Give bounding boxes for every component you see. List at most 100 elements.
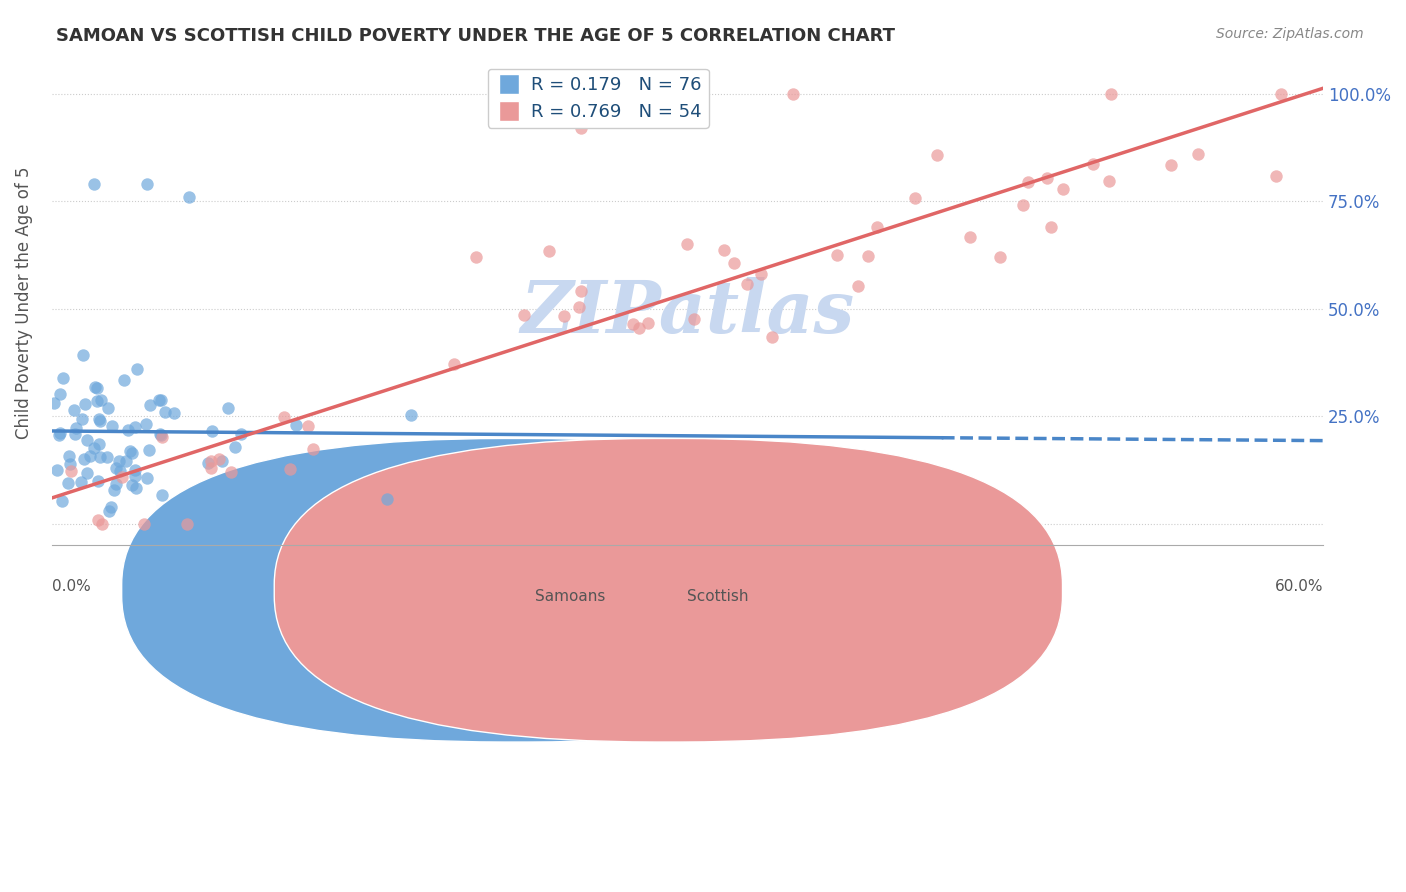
Point	[138, 398, 160, 412]
Point	[124, 463, 146, 477]
Point	[52, 371, 75, 385]
Point	[73, 452, 96, 467]
Point	[163, 406, 186, 420]
Point	[1035, 170, 1057, 185]
Point	[120, 444, 142, 458]
Point	[285, 418, 308, 433]
Point	[925, 147, 948, 161]
Point	[101, 418, 124, 433]
Point	[98, 504, 121, 518]
Legend: R = 0.179   N = 76, R = 0.769   N = 54: R = 0.179 N = 76, R = 0.769 N = 54	[488, 69, 709, 128]
Point	[73, 397, 96, 411]
Point	[138, 442, 160, 457]
Point	[179, 190, 201, 204]
Point	[713, 243, 735, 257]
Point	[83, 441, 105, 455]
Point	[56, 475, 79, 490]
Point	[1040, 220, 1063, 235]
Point	[79, 449, 101, 463]
Point	[86, 381, 108, 395]
Point	[866, 220, 889, 235]
Point	[115, 454, 138, 468]
Point	[1265, 169, 1288, 184]
Point	[200, 454, 222, 468]
Point	[1270, 87, 1292, 101]
Point	[83, 380, 105, 394]
Point	[737, 277, 759, 291]
Point	[65, 426, 87, 441]
Point	[136, 178, 159, 192]
Point	[76, 433, 98, 447]
Point	[537, 244, 560, 259]
Point	[782, 87, 804, 101]
Point	[87, 475, 110, 489]
Point	[70, 475, 93, 489]
Point	[58, 449, 80, 463]
Point	[443, 357, 465, 371]
Text: Source: ZipAtlas.com: Source: ZipAtlas.com	[1216, 27, 1364, 41]
Point	[135, 417, 157, 432]
Point	[87, 437, 110, 451]
Point	[464, 250, 486, 264]
Point	[683, 312, 706, 326]
Point	[825, 248, 848, 262]
Point	[231, 426, 253, 441]
Point	[761, 330, 783, 344]
Point	[49, 425, 72, 440]
Point	[125, 481, 148, 495]
Point	[856, 249, 879, 263]
Point	[121, 446, 143, 460]
Point	[83, 178, 105, 192]
Point	[399, 408, 422, 422]
Point	[97, 401, 120, 416]
Point	[111, 470, 134, 484]
Point	[197, 456, 219, 470]
Point	[148, 392, 170, 407]
Text: Samoans: Samoans	[534, 589, 605, 604]
Point	[89, 414, 111, 428]
Point	[568, 300, 591, 314]
Point	[87, 514, 110, 528]
FancyBboxPatch shape	[274, 439, 1063, 742]
Point	[152, 488, 174, 502]
Point	[751, 267, 773, 281]
Point	[87, 412, 110, 426]
Point	[59, 457, 82, 471]
Point	[211, 454, 233, 468]
Point	[132, 516, 155, 531]
Text: SAMOAN VS SCOTTISH CHILD POVERTY UNDER THE AGE OF 5 CORRELATION CHART: SAMOAN VS SCOTTISH CHILD POVERTY UNDER T…	[56, 27, 896, 45]
Point	[103, 483, 125, 497]
Point	[959, 230, 981, 244]
Point	[208, 452, 231, 467]
Point	[124, 419, 146, 434]
Point	[112, 373, 135, 387]
Point	[1017, 175, 1039, 189]
Point	[375, 492, 398, 507]
Point	[51, 494, 73, 508]
Point	[48, 428, 70, 442]
Point	[1160, 158, 1182, 172]
Point	[136, 471, 159, 485]
Point	[176, 516, 198, 531]
Point	[513, 308, 536, 322]
Point	[72, 348, 94, 362]
Point	[149, 426, 172, 441]
Point	[1052, 182, 1074, 196]
Point	[302, 442, 325, 456]
Point	[621, 317, 644, 331]
Point	[1098, 174, 1121, 188]
Point	[188, 500, 211, 514]
Point	[200, 461, 222, 475]
Point	[86, 393, 108, 408]
Point	[125, 362, 148, 376]
Text: ZIPatlas: ZIPatlas	[520, 277, 855, 348]
Point	[62, 402, 84, 417]
Point	[217, 401, 239, 415]
Point	[723, 256, 745, 270]
Point	[108, 464, 131, 478]
Text: Scottish: Scottish	[688, 589, 749, 604]
Point	[273, 409, 295, 424]
Point	[72, 412, 94, 426]
Text: 0.0%: 0.0%	[52, 579, 90, 594]
Point	[46, 463, 69, 477]
